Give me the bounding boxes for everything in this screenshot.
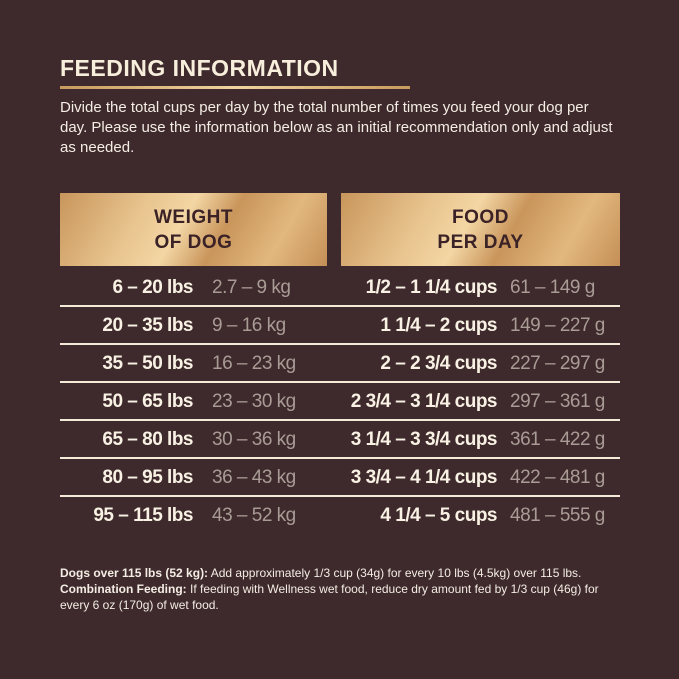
cell-g: 227 – 297 g [510, 353, 605, 374]
cell-lbs: 20 – 35 lbs [102, 315, 193, 336]
cell-kg: 43 – 52 kg [212, 505, 296, 526]
row-divider [60, 305, 620, 307]
cell-lbs: 35 – 50 lbs [102, 353, 193, 374]
cell-g: 61 – 149 g [510, 277, 595, 298]
row-divider [60, 495, 620, 497]
cell-lbs: 80 – 95 lbs [102, 467, 193, 488]
cell-kg: 16 – 23 kg [212, 353, 296, 374]
header-line: PER DAY [437, 231, 524, 253]
header-line: FOOD [452, 206, 509, 228]
note-text: If feeding with Wellness wet food, reduc… [60, 582, 599, 612]
table-row: 35 – 50 lbs 16 – 23 kg 2 – 2 3/4 cups 227 –… [60, 345, 620, 383]
table-row: 20 – 35 lbs 9 – 16 kg 1 1/4 – 2 cups 149 – … [60, 307, 620, 345]
cell-lbs: 95 – 115 lbs [93, 505, 193, 526]
cell-cups: 2 – 2 3/4 cups [380, 353, 497, 374]
cell-lbs: 6 – 20 lbs [112, 277, 193, 298]
cell-g: 149 – 227 g [510, 315, 605, 336]
row-divider [60, 419, 620, 421]
cell-g: 361 – 422 g [510, 429, 605, 450]
row-divider [60, 381, 620, 383]
table-row: 65 – 80 lbs 30 – 36 kg 3 1/4 – 3 3/4 cups 3… [60, 421, 620, 459]
cell-kg: 23 – 30 kg [212, 391, 296, 412]
note-label: Combination Feeding: [60, 582, 187, 596]
cell-g: 481 – 555 g [510, 505, 605, 526]
cell-g: 297 – 361 g [510, 391, 605, 412]
cell-kg: 9 – 16 kg [212, 315, 286, 336]
header-weight-of-dog: WEIGHT OF DOG [60, 193, 327, 266]
cell-cups: 2 3/4 – 3 1/4 cups [350, 391, 498, 412]
header-food-per-day: FOOD PER DAY [341, 193, 620, 266]
cell-cups: 4 1/4 – 5 cups [380, 505, 497, 526]
table-row: 95 – 115 lbs 43 – 52 kg 4 1/4 – 5 cups 481 … [60, 497, 620, 535]
cell-kg: 30 – 36 kg [212, 429, 296, 450]
header-line: WEIGHT [154, 206, 233, 228]
table-row: 50 – 65 lbs 23 – 30 kg 2 3/4 – 3 1/4 cups 2… [60, 383, 620, 421]
cell-cups: 1/2 – 1 1/4 cups [365, 277, 498, 298]
intro-text: Divide the total cups per day by the tot… [60, 99, 613, 156]
table-row: 80 – 95 lbs 36 – 43 kg 3 3/4 – 4 1/4 cups 4… [60, 459, 620, 497]
cell-cups: 1 1/4 – 2 cups [380, 315, 497, 336]
title-underline [60, 86, 410, 89]
footnotes: Dogs over 115 lbs (52 kg): Add approxima… [60, 565, 620, 613]
note-over-115: Dogs over 115 lbs (52 kg): Add approxima… [60, 565, 620, 581]
row-divider [60, 457, 620, 459]
note-combination-feeding: Combination Feeding: If feeding with Wel… [60, 581, 620, 613]
cell-cups: 3 1/4 – 3 3/4 cups [350, 429, 498, 450]
cell-cups: 3 3/4 – 4 1/4 cups [350, 467, 498, 488]
note-text: Add approximately 1/3 cup (34g) for ever… [208, 566, 582, 580]
note-label: Dogs over 115 lbs (52 kg): [60, 566, 209, 580]
page-title: FEEDING INFORMATION [60, 55, 339, 81]
cell-g: 422 – 481 g [510, 467, 605, 488]
cell-kg: 2.7 – 9 kg [212, 277, 291, 298]
row-divider [60, 343, 620, 345]
cell-kg: 36 – 43 kg [212, 467, 296, 488]
table-row: 6 – 20 lbs 2.7 – 9 kg 1/2 – 1 1/4 cups 61 –… [60, 269, 620, 307]
cell-lbs: 65 – 80 lbs [102, 429, 193, 450]
header-line: OF DOG [154, 231, 233, 253]
cell-lbs: 50 – 65 lbs [102, 391, 193, 412]
